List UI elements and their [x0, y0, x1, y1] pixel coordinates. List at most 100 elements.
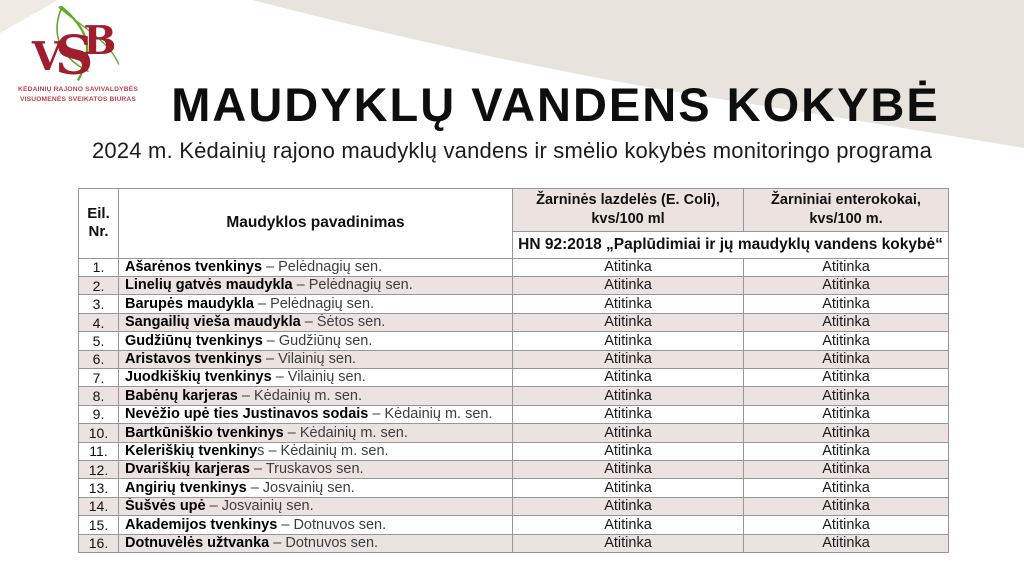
site-name: Nevėžio upė ties Justinavos sodais	[125, 406, 369, 423]
ecoli-result: Atitinka	[512, 441, 744, 461]
table-row: 8. Babėnų karjeras – Kėdainių m. sen. Atit…	[78, 386, 949, 406]
bathing-site-cell: Barupės maudykla – Pelėdnagių sen.	[118, 294, 513, 314]
svg-text:V: V	[31, 34, 63, 80]
org-name-line1: KĖDAINIŲ RAJONO SAVIVALDYBĖS	[18, 86, 138, 93]
table-row: 16. Dotnuvėlės užtvanka – Dotnuvos sen. At…	[78, 533, 949, 553]
site-location: – Vilainių sen.	[271, 369, 366, 386]
bathing-site-cell: Linelių gatvės maudykla – Pelėdnagių sen…	[118, 276, 513, 296]
row-number: 2.	[78, 276, 119, 296]
site-location: – Josvainių sen.	[246, 479, 355, 496]
row-number: 12.	[78, 459, 119, 480]
entero-result: Atitinka	[743, 331, 949, 351]
org-logo: V S B KĖDAINIŲ RAJONO SAVIVALDYBĖS VISUO…	[18, 6, 138, 104]
site-location: – Kėdainių m. sen.	[283, 424, 408, 441]
ecoli-result: Atitinka	[512, 312, 744, 333]
site-name: Dvariškių karjeras	[125, 461, 250, 478]
site-name: Juodkiškių tvenkinys	[125, 369, 272, 386]
ecoli-result: Atitinka	[512, 349, 744, 370]
row-number: 13.	[78, 478, 119, 498]
vsb-monogram-icon: V S B	[31, 6, 120, 84]
svg-text:S: S	[55, 23, 93, 84]
site-name: Barupės maudykla	[125, 295, 254, 312]
row-number: 14.	[78, 496, 119, 517]
site-location: – Šėtos sen.	[300, 314, 386, 331]
site-name: Sangailių vieša maudykla	[125, 314, 301, 331]
site-location: – Truskavos sen.	[249, 461, 364, 478]
table-row: 11. Keleriškių tvenkinys – Kėdainių m. se…	[78, 441, 949, 461]
table-row: 6. Aristavos tvenkinys – Vilainių sen. Ati…	[78, 349, 949, 370]
ecoli-result: Atitinka	[512, 515, 744, 535]
bathing-site-cell: Aristavos tvenkinys – Vilainių sen.	[118, 349, 513, 370]
bathing-site-cell: Gudžiūnų tvenkinys – Gudžiūnų sen.	[118, 331, 513, 351]
site-name: Ašarėnos tvenkinys	[125, 259, 263, 276]
row-number: 15.	[78, 515, 119, 535]
entero-result: Atitinka	[743, 496, 949, 517]
table-row: 15. Akademijos tvenkinys – Dotnuvos sen. A…	[78, 515, 949, 535]
site-location: – Vilainių sen.	[262, 351, 357, 367]
ecoli-result: Atitinka	[512, 276, 744, 296]
table-row: 2. Linelių gatvės maudykla – Pelėdnagių s…	[78, 276, 949, 296]
table-row: 14. Šušvės upė – Josvainių sen. Atitinka At…	[78, 496, 949, 517]
bathing-site-cell: Nevėžio upė ties Justinavos sodais – Kėd…	[118, 404, 513, 425]
page-title: MAUDYKLŲ VANDENS KOKYBĖ	[171, 78, 940, 131]
col-header-entero: Žarniniai enterokokai, kvs/100 m.	[743, 188, 949, 232]
col-header-name: Maudyklos pavadinimas	[118, 188, 513, 259]
site-location: – Dotnuvos sen.	[269, 534, 379, 551]
site-name: Dotnuvėlės užtvanka	[125, 534, 270, 551]
ecoli-result: Atitinka	[512, 368, 744, 388]
entero-result: Atitinka	[743, 257, 949, 278]
bathing-site-cell: Akademijos tvenkinys – Dotnuvos sen.	[118, 515, 513, 535]
table-row: 3. Barupės maudykla – Pelėdnagių sen. Atit…	[78, 294, 949, 314]
table-row: 13. Angirių tvenkinys – Josvainių sen. Ati…	[78, 478, 949, 498]
site-name: Akademijos tvenkinys	[125, 516, 278, 533]
table-row: 1. Ašarėnos tvenkinys – Pelėdnagių sen. At…	[78, 257, 949, 278]
site-location: s – Kėdainių m. sen.	[257, 442, 389, 459]
site-location: – Pelėdnagių sen.	[262, 259, 383, 276]
org-name-line2: VISUOMENĖS SVEIKATOS BIURAS	[19, 96, 137, 104]
site-name: Bartkūniškio tvenkinys	[125, 424, 284, 441]
row-number: 10.	[78, 423, 119, 443]
ecoli-result: Atitinka	[512, 294, 744, 314]
site-location: – Pelėdnagių sen.	[292, 277, 413, 294]
table-row: 7. Juodkiškių tvenkinys – Vilainių sen. At…	[78, 368, 949, 388]
table-header-row-1: Eil. Nr. Maudyklos pavadinimas Žarninės …	[78, 188, 949, 259]
ecoli-result: Atitinka	[512, 331, 744, 351]
row-number: 11.	[78, 441, 119, 461]
bathing-site-cell: Juodkiškių tvenkinys – Vilainių sen.	[118, 368, 513, 388]
ecoli-result: Atitinka	[512, 496, 744, 517]
entero-result: Atitinka	[743, 349, 949, 370]
bathing-site-cell: Angirių tvenkinys – Josvainių sen.	[118, 478, 513, 498]
ecoli-result: Atitinka	[512, 423, 744, 443]
entero-result: Atitinka	[743, 404, 949, 425]
site-name: Babėnų karjeras	[125, 387, 238, 404]
entero-result: Atitinka	[743, 312, 949, 333]
entero-result: Atitinka	[743, 276, 949, 296]
ecoli-result: Atitinka	[512, 459, 744, 480]
table-row: 4. Sangailių vieša maudykla – Šėtos sen. A…	[78, 312, 949, 333]
entero-result: Atitinka	[743, 294, 949, 314]
ecoli-result: Atitinka	[512, 386, 744, 406]
site-name: Linelių gatvės maudykla	[125, 277, 293, 294]
entero-result: Atitinka	[743, 368, 949, 388]
site-location: – Dotnuvos sen.	[277, 516, 387, 533]
row-number: 3.	[78, 294, 119, 314]
entero-result: Atitinka	[743, 423, 949, 443]
water-quality-table: Eil. Nr. Maudyklos pavadinimas Žarninės …	[78, 188, 949, 553]
bathing-site-cell: Keleriškių tvenkinys – Kėdainių m. sen.	[118, 441, 513, 461]
site-name: Keleriškių tvenkiny	[125, 442, 258, 459]
table-row: 12. Dvariškių karjeras – Truskavos sen. At…	[78, 459, 949, 480]
bathing-site-cell: Dvariškių karjeras – Truskavos sen.	[118, 459, 513, 480]
row-number: 7.	[78, 368, 119, 388]
site-name: Aristavos tvenkinys	[125, 351, 263, 367]
col-header-number: Eil. Nr.	[78, 188, 119, 259]
site-name: Gudžiūnų tvenkinys	[125, 332, 263, 349]
row-number: 6.	[78, 349, 119, 370]
entero-result: Atitinka	[743, 441, 949, 461]
entero-result: Atitinka	[743, 515, 949, 535]
bathing-site-cell: Šušvės upė – Josvainių sen.	[118, 496, 513, 517]
row-number: 8.	[78, 386, 119, 406]
entero-result: Atitinka	[743, 533, 949, 553]
table-header-row-2: HN 92:2018 „Paplūdimiai ir jų maudyklų v…	[79, 230, 949, 259]
entero-result: Atitinka	[743, 478, 949, 498]
site-location: – Gudžiūnų sen.	[262, 332, 373, 349]
